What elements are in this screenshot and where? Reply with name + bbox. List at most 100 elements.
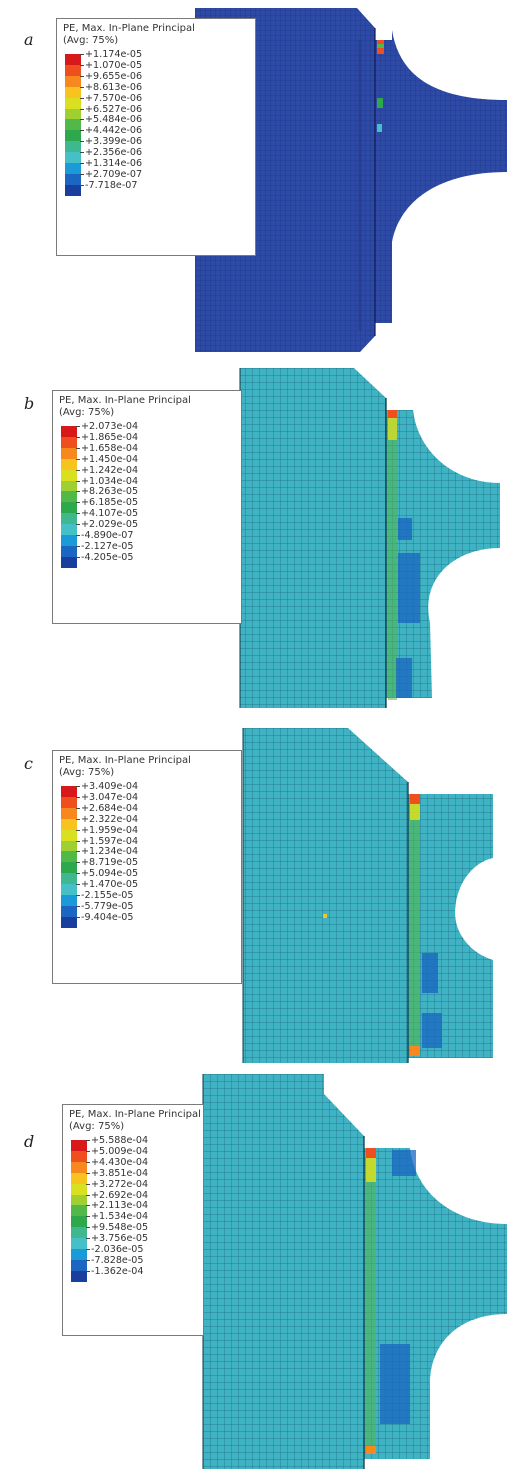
legend-tick-label: +1.242e-04 — [75, 464, 139, 476]
legend-swatch — [61, 535, 77, 546]
panel-a: a PE, Max. In-Plane Principal (Avg: 75%)… — [0, 0, 507, 360]
legend-tick-label: +2.322e-04 — [75, 813, 139, 825]
legend-tick-label: +3.399e-06 — [79, 136, 143, 148]
legend-swatch — [61, 447, 77, 459]
legend-title-b: PE, Max. In-Plane Principal — [59, 395, 191, 406]
legend-tick-label: +1.658e-04 — [75, 442, 139, 454]
legend-scale-c: +3.409e-04 +3.047e-04 +2.684e-04 +2.322e-04… — [59, 781, 235, 933]
legend-tick-label: +1.314e-06 — [79, 158, 143, 169]
legend-tick-label: +3.272e-04 — [85, 1178, 149, 1190]
legend-tick-label: +9.548e-05 — [85, 1222, 149, 1234]
legend-tick-label: +8.613e-06 — [79, 81, 143, 93]
legend-swatch — [71, 1270, 87, 1282]
legend-tick-label: -7.718e-07 — [80, 179, 138, 191]
legend-swatch — [71, 1238, 87, 1250]
legend-tick-label: +8.719e-05 — [75, 857, 139, 869]
legend-subtitle-a: (Avg: 75%) — [63, 35, 119, 46]
legend-swatch — [71, 1194, 87, 1206]
legend-subtitle-c: (Avg: 75%) — [59, 767, 115, 778]
legend-swatch — [61, 829, 77, 841]
stress-band-c — [410, 794, 420, 1056]
legend-swatch — [61, 905, 77, 917]
legend-tick-label: -7.828e-05 — [86, 1254, 144, 1266]
legend-swatch — [65, 54, 81, 65]
legend-tick-label: -5.779e-05 — [76, 900, 134, 912]
legend-swatch — [61, 502, 77, 514]
legend-tick-label: +1.070e-05 — [79, 59, 143, 71]
legend-b: PE, Max. In-Plane Principal (Avg: 75%) +… — [52, 390, 242, 624]
low-zone-b — [398, 518, 412, 540]
legend-swatch — [65, 184, 81, 196]
legend-subtitle-d: (Avg: 75%) — [69, 1121, 125, 1132]
stress-band-d — [366, 1148, 376, 1453]
legend-swatch — [61, 491, 77, 503]
legend-tick-label: -2.036e-05 — [86, 1244, 144, 1255]
legend-tick-label: +3.047e-04 — [75, 791, 139, 803]
legend-swatch — [61, 796, 77, 808]
legend-tick-label: +5.094e-05 — [75, 868, 139, 880]
legend-swatch — [61, 545, 77, 557]
legend-swatch — [71, 1227, 87, 1239]
legend-swatch — [61, 818, 77, 830]
low-zone-c — [422, 953, 438, 993]
panel-label-d: d — [24, 1132, 35, 1151]
hotspot-a2 — [377, 98, 383, 108]
legend-tick-label: +1.174e-05 — [79, 49, 143, 60]
legend-swatch — [61, 884, 77, 896]
legend-swatch — [65, 64, 81, 76]
legend-swatch — [61, 873, 77, 885]
legend-swatch — [61, 862, 77, 874]
legend-tick-label: +2.029e-05 — [75, 519, 139, 531]
legend-tick-label: -4.890e-07 — [76, 530, 134, 541]
legend-tick-label: +9.655e-06 — [79, 70, 143, 82]
panel-label-a: a — [24, 30, 34, 49]
legend-tick-label: +1.959e-04 — [75, 824, 139, 836]
legend-swatch — [71, 1249, 87, 1260]
panel-d: d PE, Max. In-Plane Principal (Avg: 75%)… — [0, 1074, 507, 1472]
mesh-plot-c — [242, 728, 493, 1063]
legend-tick-label: +5.588e-04 — [85, 1135, 149, 1146]
legend-tick-label: +6.185e-05 — [75, 497, 139, 509]
legend-swatch — [65, 108, 81, 120]
legend-tick-label: -2.155e-05 — [76, 890, 134, 901]
hotspot-a3 — [377, 124, 382, 132]
legend-swatch — [61, 426, 77, 437]
panel-b: b PE, Max. In-Plane Principal (Avg: 75%)… — [0, 368, 507, 720]
legend-swatch — [71, 1183, 87, 1195]
mesh-plot-d — [202, 1074, 507, 1469]
legend-swatch — [61, 524, 77, 536]
legend-swatch — [65, 152, 81, 164]
legend-tick-label: -9.404e-05 — [76, 911, 134, 923]
legend-c: PE, Max. In-Plane Principal (Avg: 75%) +… — [52, 750, 242, 984]
legend-swatch — [65, 86, 81, 98]
legend-tick-label: +4.107e-05 — [75, 508, 139, 520]
legend-swatch — [61, 480, 77, 492]
legend-swatch — [61, 458, 77, 470]
legend-scale-b: +2.073e-04 +1.865e-04 +1.658e-04 +1.450e-04… — [59, 421, 235, 573]
legend-swatch — [61, 895, 77, 906]
legend-title-d: PE, Max. In-Plane Principal — [69, 1109, 201, 1120]
legend-tick-label: +6.527e-06 — [79, 103, 143, 115]
legend-tick-label: +1.534e-04 — [85, 1211, 149, 1223]
legend-tick-label: +2.709e-07 — [79, 168, 143, 180]
legend-swatch — [61, 840, 77, 852]
legend-title-c: PE, Max. In-Plane Principal — [59, 755, 191, 766]
legend-swatch — [71, 1161, 87, 1173]
legend-tick-label: +2.113e-04 — [85, 1200, 149, 1212]
legend-swatch — [61, 556, 77, 568]
legend-swatch — [65, 75, 81, 87]
legend-swatch — [61, 436, 77, 448]
legend-tick-label: +4.430e-04 — [85, 1156, 149, 1168]
legend-tick-label: +1.034e-04 — [75, 475, 139, 487]
legend-tick-label: +3.409e-04 — [75, 781, 139, 792]
panel-c: c PE, Max. In-Plane Principal (Avg: 75%)… — [0, 728, 507, 1068]
legend-tick-label: +2.692e-04 — [85, 1189, 149, 1201]
legend-swatch — [71, 1259, 87, 1271]
legend-tick-label: +1.470e-05 — [75, 879, 139, 891]
legend-tick-label: +1.597e-04 — [75, 835, 139, 847]
legend-tick-label: -1.362e-04 — [86, 1265, 144, 1277]
legend-tick-label: +2.356e-06 — [79, 147, 143, 159]
stress-band-b — [388, 410, 397, 700]
legend-swatch — [71, 1140, 87, 1151]
low-zone-d — [392, 1150, 416, 1176]
